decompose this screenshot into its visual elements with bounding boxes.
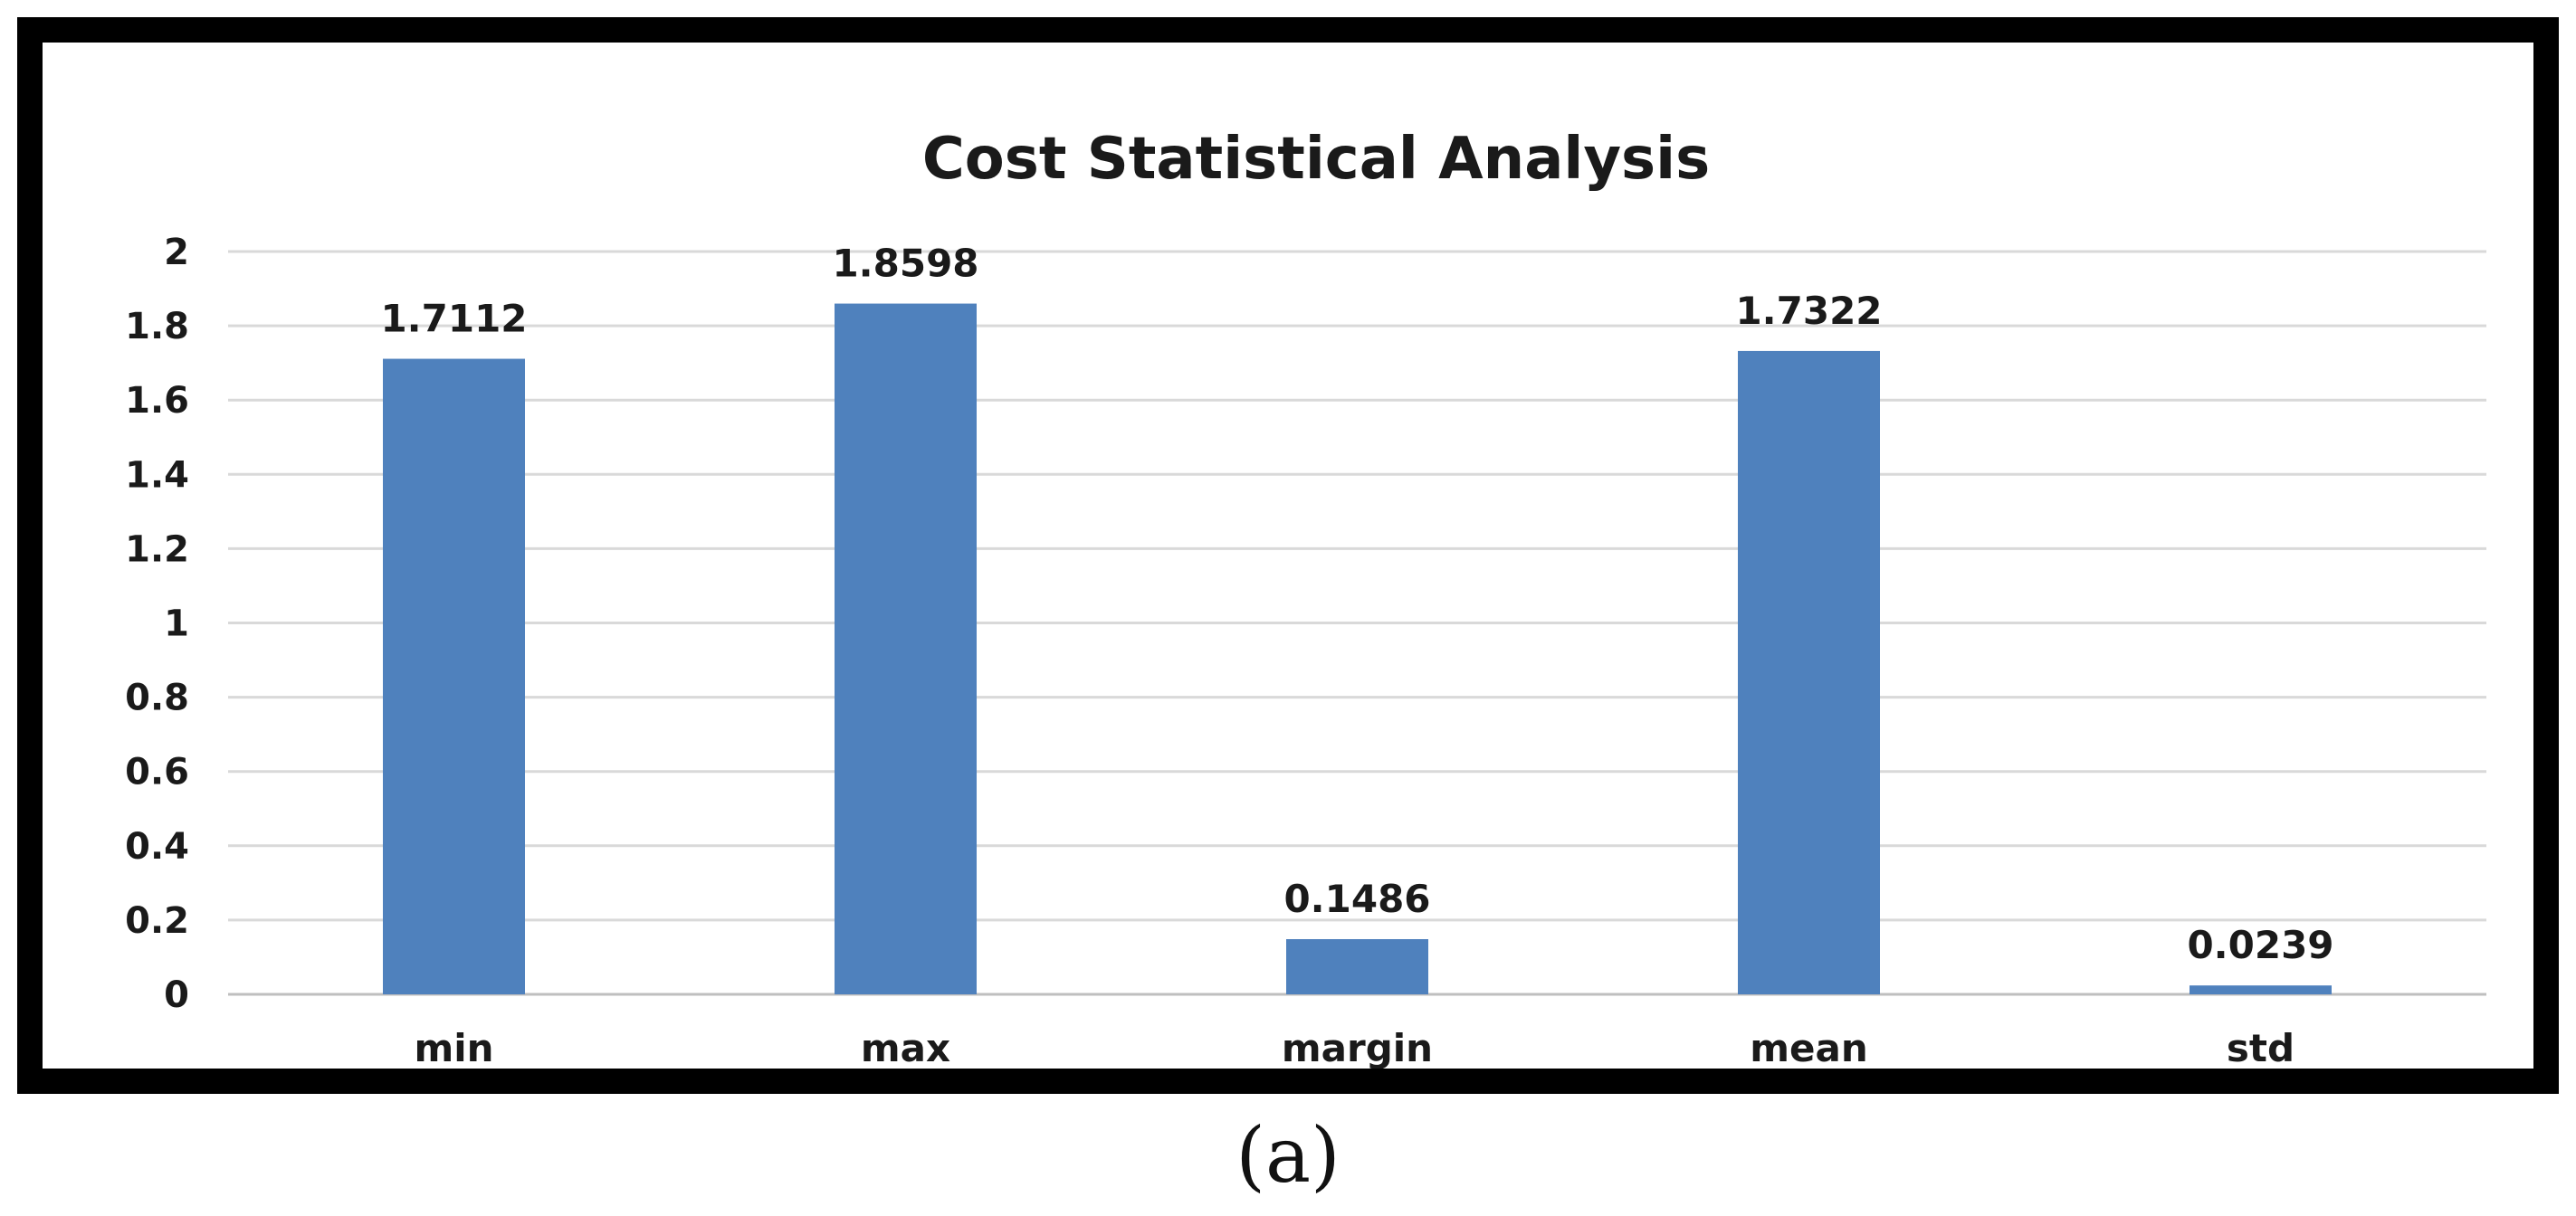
bar-max: [835, 303, 977, 994]
y-tick-label-1.4: 1.4: [125, 454, 189, 496]
y-tick-label-1.2: 1.2: [125, 528, 189, 570]
bar-std: [2190, 985, 2332, 994]
y-axis-tick-labels: 0 0.2 0.4 0.6 0.8 1 1.2 1.4 1.6 1.8 2: [125, 232, 189, 1016]
bar-mean: [1738, 350, 1880, 994]
data-label-margin: 0.1486: [1283, 877, 1430, 921]
y-tick-label-2: 2: [164, 232, 189, 273]
x-axis-tick-labels: min max margin mean std: [414, 1026, 2295, 1069]
x-tick-label-std: std: [2227, 1026, 2295, 1069]
x-tick-label-mean: mean: [1750, 1026, 1868, 1069]
bar-chart: Cost Statistical Analysis 0 0.2 0.4 0.6 0.8 1…: [125, 126, 2486, 1069]
y-tick-label-0.4: 0.4: [125, 826, 189, 868]
chart-title: Cost Statistical Analysis: [922, 126, 1710, 193]
bar-min: [383, 358, 525, 995]
x-tick-label-margin: margin: [1282, 1026, 1433, 1069]
y-tick-label-0.8: 0.8: [125, 678, 189, 719]
gridlines: [228, 250, 2486, 996]
y-tick-label-0: 0: [164, 974, 189, 1016]
data-label-mean: 1.7322: [1735, 289, 1882, 333]
y-tick-label-1.8: 1.8: [125, 306, 189, 347]
data-label-max: 1.8598: [832, 242, 978, 286]
y-tick-label-0.2: 0.2: [125, 900, 189, 942]
y-tick-label-0.6: 0.6: [125, 752, 189, 793]
y-tick-label-1.6: 1.6: [125, 380, 189, 422]
data-labels: 1.7112 1.8598 0.1486 1.7322 0.0239: [380, 242, 2333, 968]
bars: [383, 303, 2332, 995]
x-tick-label-max: max: [861, 1026, 950, 1069]
bar-margin: [1286, 938, 1428, 994]
figure-caption: (a): [1236, 1111, 1340, 1200]
x-tick-label-min: min: [414, 1026, 493, 1069]
y-tick-label-1: 1: [164, 603, 189, 645]
data-label-min: 1.7112: [380, 297, 527, 341]
data-label-std: 0.0239: [2187, 923, 2333, 967]
chart-frame: Cost Statistical Analysis 0 0.2 0.4 0.6 0.8 1…: [17, 17, 2559, 1094]
